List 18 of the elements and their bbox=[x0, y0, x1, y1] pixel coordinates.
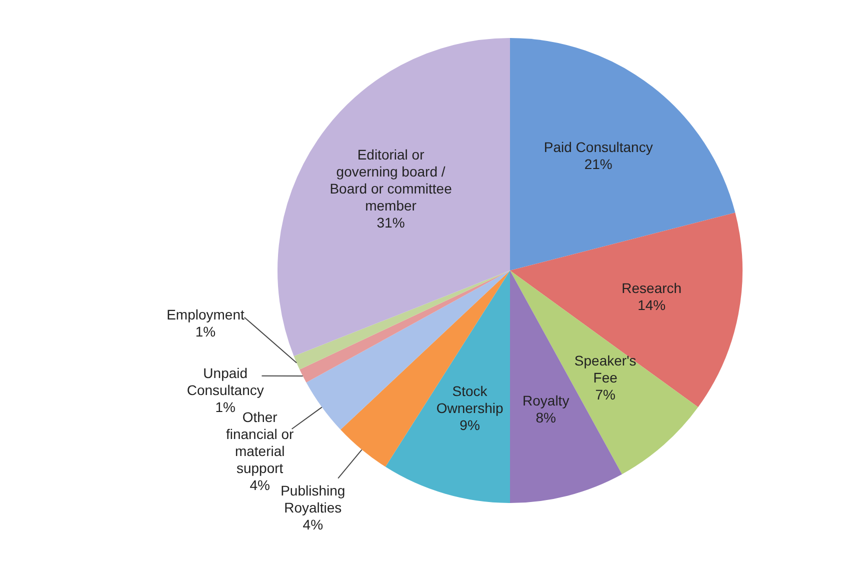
data-label: 1% bbox=[195, 324, 216, 340]
slice-label: Employment bbox=[166, 306, 244, 323]
slice-label: Unpaid Consultancy bbox=[186, 365, 264, 398]
data-label: 9% bbox=[460, 416, 480, 433]
data-label: 21% bbox=[584, 156, 612, 172]
data-label: 4% bbox=[302, 516, 324, 533]
slice-label: Paid Consultancy bbox=[544, 138, 653, 155]
data-label: 31% bbox=[376, 214, 405, 230]
slice-label: Speaker's Fee bbox=[574, 352, 636, 386]
slice-label: Research bbox=[622, 280, 682, 296]
slice-label: Stock Ownership bbox=[436, 382, 504, 416]
data-label: 14% bbox=[638, 296, 666, 313]
data-label: 8% bbox=[536, 409, 556, 426]
slice-label: Publishing Royalties bbox=[280, 482, 346, 516]
data-label: 4% bbox=[250, 477, 270, 494]
data-label: 7% bbox=[595, 386, 616, 402]
slice-label: Editorial or governing board / Board or committee member bbox=[330, 146, 452, 214]
slice-label: Royalty bbox=[522, 392, 570, 408]
